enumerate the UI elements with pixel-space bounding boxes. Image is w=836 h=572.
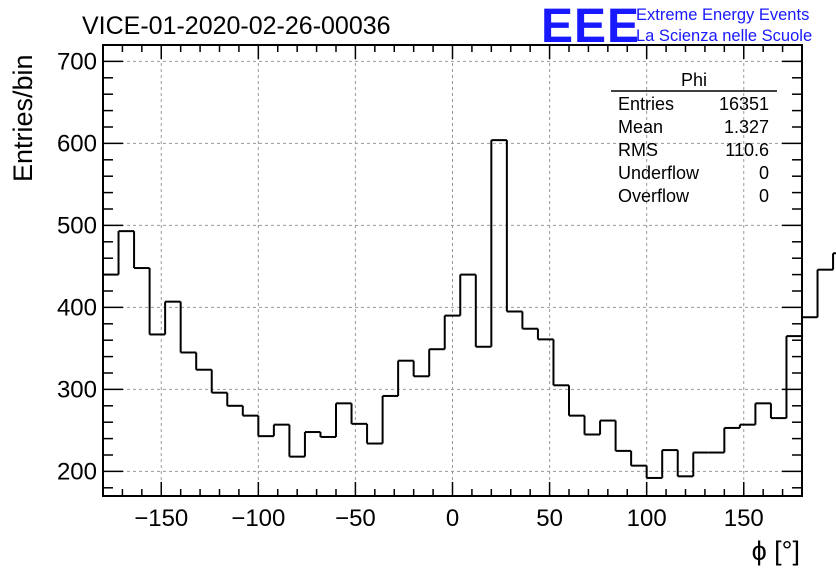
axes	[102, 44, 803, 497]
x-tick-label: −50	[335, 505, 376, 532]
stats-row-value: 16351	[719, 94, 769, 114]
x-axis-label: ϕ [°]	[752, 536, 800, 566]
x-tick-label: −150	[134, 505, 188, 532]
stats-title: Phi	[681, 70, 707, 90]
y-axis-label: Entries/bin	[8, 54, 38, 182]
y-tick-label: 200	[57, 458, 97, 485]
tick-labels: −150 −100 −50 0 50 100 150 200 300 400 500 600 700	[57, 48, 764, 532]
stats-row-value: 1.327	[724, 117, 769, 137]
y-tick-label: 600	[57, 130, 97, 157]
stats-row-label: RMS	[618, 140, 658, 160]
y-tick-label: 500	[57, 212, 97, 239]
x-tick-label: 50	[536, 505, 563, 532]
stats-row-label: Overflow	[618, 186, 690, 206]
x-tick-label: 150	[724, 505, 764, 532]
x-tick-label: −100	[231, 505, 285, 532]
stats-row-label: Entries	[618, 94, 674, 114]
stats-row-value: 0	[759, 186, 769, 206]
grid-lines	[103, 45, 802, 496]
stats-row-label: Mean	[618, 117, 663, 137]
stats-row-value: 0	[759, 163, 769, 183]
stats-row-label: Underflow	[618, 163, 700, 183]
x-tick-label: 100	[627, 505, 667, 532]
stats-box: Phi Entries 16351 Mean 1.327 RMS 110.6 Underfl…	[611, 70, 777, 206]
logo-line-1: Extreme Energy Events	[636, 6, 809, 24]
x-tick-label: 0	[446, 505, 459, 532]
logo-line-2: La Scienza nelle Scuole	[636, 27, 812, 45]
chart-title: VICE-01-2020-02-26-00036	[82, 12, 391, 40]
y-tick-label: 400	[57, 294, 97, 321]
y-tick-label: 700	[57, 48, 97, 75]
y-tick-label: 300	[57, 376, 97, 403]
stats-row-value: 110.6	[725, 140, 769, 160]
